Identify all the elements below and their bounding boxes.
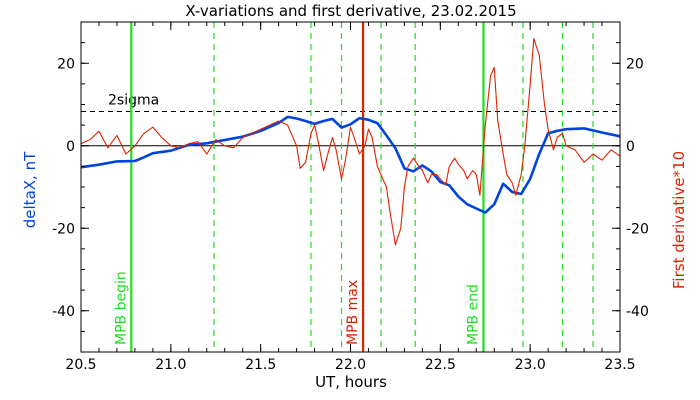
sigma-label: 2sigma bbox=[108, 93, 159, 109]
y-tick-label-left-1: 0 bbox=[66, 139, 75, 155]
y-tick-label-left-0: 20 bbox=[57, 56, 75, 72]
plot-frame bbox=[80, 21, 621, 353]
y-tick-label-right-2: -20 bbox=[626, 221, 649, 237]
vertical-line-label-0: MPB begin bbox=[113, 271, 129, 345]
x-axis-label: UT, hours bbox=[315, 373, 387, 391]
y-tick-label-left-3: -40 bbox=[52, 304, 75, 320]
series-line-1 bbox=[80, 37, 621, 246]
chart-title: X-variations and first derivative, 23.02… bbox=[185, 2, 516, 20]
x-tick-label-5: 23.0 bbox=[515, 357, 546, 373]
y-tick-label-left-2: -20 bbox=[52, 221, 75, 237]
vertical-line-label-1: MPB max bbox=[345, 280, 361, 345]
y-axis-label-right: First derivative*10 bbox=[670, 151, 688, 289]
x-tick-label-6: 23.5 bbox=[604, 357, 635, 373]
x-tick-label-4: 22.5 bbox=[425, 357, 456, 373]
x-tick-label-3: 22.0 bbox=[335, 357, 366, 373]
x-tick-label-2: 21.5 bbox=[245, 357, 276, 373]
x-tick-label-0: 20.5 bbox=[65, 357, 96, 373]
series-line-0 bbox=[80, 115, 621, 214]
x-tick-label-1: 21.0 bbox=[155, 357, 186, 373]
y-tick-label-right-3: -40 bbox=[626, 304, 649, 320]
y-tick-label-right-1: 0 bbox=[626, 139, 635, 155]
y-axis-label-left: deltaX, nT bbox=[21, 151, 39, 228]
y-tick-label-right-0: 20 bbox=[626, 56, 644, 72]
vertical-line-label-2: MPB end bbox=[465, 284, 481, 345]
